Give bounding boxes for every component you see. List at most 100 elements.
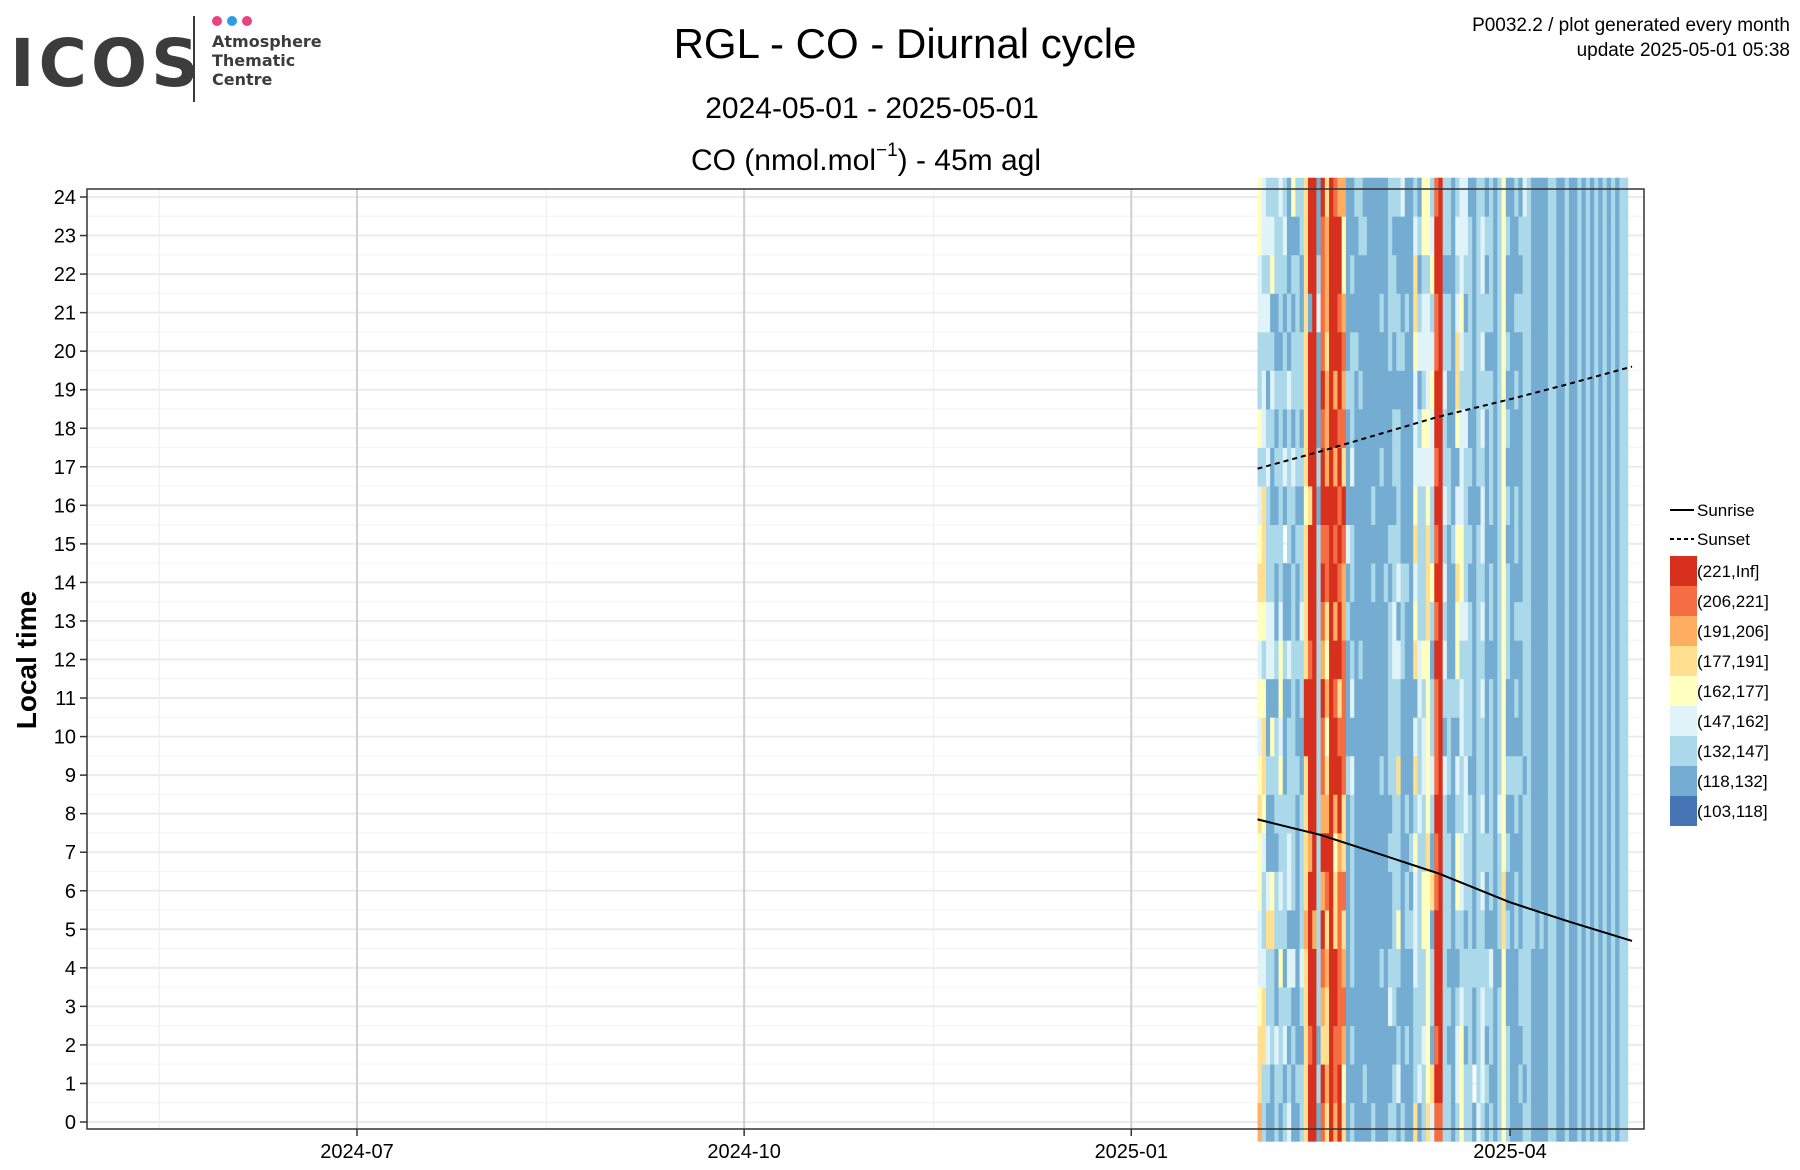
heatmap-cell xyxy=(1400,331,1406,371)
heatmap-cell xyxy=(1602,948,1608,988)
heatmap-cell xyxy=(1510,871,1515,911)
heatmap-cell xyxy=(1282,331,1288,371)
heatmap-cell xyxy=(1329,293,1334,333)
heatmap-cell xyxy=(1409,524,1414,564)
heatmap-cell xyxy=(1598,524,1603,564)
heatmap-cell xyxy=(1358,755,1364,795)
heatmap-cell xyxy=(1434,948,1439,988)
heatmap-cell xyxy=(1573,408,1578,448)
heatmap-cell xyxy=(1438,640,1444,680)
heatmap-cell xyxy=(1581,717,1587,757)
heatmap-cell xyxy=(1379,1025,1385,1065)
heatmap-cell xyxy=(1451,1025,1456,1065)
heatmap-cell xyxy=(1568,640,1574,680)
heatmap-cell xyxy=(1556,1064,1561,1104)
heatmap-cell xyxy=(1539,1064,1545,1104)
heatmap-cell xyxy=(1560,177,1566,217)
heatmap-cell xyxy=(1463,216,1469,256)
heatmap-cell xyxy=(1337,910,1343,949)
heatmap-cell xyxy=(1286,871,1292,911)
heatmap-cell xyxy=(1547,447,1553,487)
heatmap-cell xyxy=(1345,871,1351,911)
heatmap-cell xyxy=(1552,794,1557,834)
heatmap-cell xyxy=(1400,177,1406,217)
heatmap-cell xyxy=(1543,987,1549,1027)
heatmap-cell xyxy=(1320,1025,1326,1065)
heatmap-cell xyxy=(1619,408,1625,448)
heatmap-cell xyxy=(1488,408,1494,448)
heatmap-cell xyxy=(1606,1025,1612,1065)
heatmap-cell xyxy=(1589,370,1595,410)
heatmap-cell xyxy=(1573,177,1578,217)
heatmap-cell xyxy=(1568,601,1574,641)
heatmap-cell xyxy=(1493,254,1498,294)
heatmap-cell xyxy=(1539,293,1545,333)
heatmap-cell xyxy=(1404,216,1410,256)
heatmap-cell xyxy=(1320,293,1326,333)
heatmap-cell xyxy=(1535,293,1540,333)
heatmap-cell xyxy=(1619,678,1625,718)
heatmap-cell xyxy=(1392,987,1397,1027)
heatmap-cell xyxy=(1430,601,1435,641)
heatmap-cell xyxy=(1329,1102,1334,1142)
heatmap-cell xyxy=(1375,832,1380,872)
heatmap-cell xyxy=(1488,987,1494,1027)
heatmap-cell xyxy=(1274,640,1279,680)
heatmap-cell xyxy=(1295,293,1300,333)
heatmap-cell xyxy=(1514,1102,1519,1142)
heatmap-cell xyxy=(1560,601,1566,641)
heatmap-cell xyxy=(1518,987,1524,1027)
heatmap-cell xyxy=(1463,678,1469,718)
heatmap-cell xyxy=(1493,1064,1498,1104)
heatmap-cell xyxy=(1598,717,1603,757)
heatmap-cell xyxy=(1539,177,1545,217)
heatmap-cell xyxy=(1274,216,1279,256)
heatmap-cell xyxy=(1286,948,1292,988)
heatmap-cell xyxy=(1387,601,1393,641)
heatmap-cell xyxy=(1581,640,1587,680)
heatmap-cell xyxy=(1375,216,1380,256)
heatmap-cell xyxy=(1392,293,1397,333)
heatmap-cell xyxy=(1602,216,1608,256)
heatmap-cell xyxy=(1375,408,1380,448)
heatmap-cell xyxy=(1577,717,1582,757)
heatmap-cell xyxy=(1366,408,1372,448)
heatmap-cell xyxy=(1514,563,1519,603)
heatmap-cell xyxy=(1278,216,1284,256)
heatmap-cell xyxy=(1476,1102,1481,1142)
heatmap-cell xyxy=(1598,755,1603,795)
heatmap-cell xyxy=(1615,254,1620,294)
heatmap-cell xyxy=(1467,293,1473,333)
heatmap-cell xyxy=(1337,447,1343,487)
heatmap-cell xyxy=(1535,717,1540,757)
heatmap-cell xyxy=(1320,370,1326,410)
heatmap-cell xyxy=(1261,987,1267,1027)
heatmap-cell xyxy=(1518,331,1524,371)
heatmap-cell xyxy=(1366,331,1372,371)
heatmap-cell xyxy=(1619,910,1625,949)
heatmap-cell xyxy=(1371,563,1376,603)
heatmap-cell xyxy=(1463,331,1469,371)
heatmap-cell xyxy=(1261,910,1267,949)
heatmap-cell xyxy=(1442,794,1448,834)
heatmap-cell xyxy=(1371,293,1376,333)
heatmap-cell xyxy=(1552,1025,1557,1065)
heatmap-cell xyxy=(1270,717,1275,757)
heatmap-cell xyxy=(1417,832,1423,872)
heatmap-cell xyxy=(1510,832,1515,872)
heatmap-cell xyxy=(1341,910,1347,949)
y-tick-label: 12 xyxy=(54,650,76,672)
heatmap-cell xyxy=(1308,254,1313,294)
heatmap-cell xyxy=(1476,216,1481,256)
heatmap-cell xyxy=(1556,910,1561,949)
heatmap-cell xyxy=(1308,177,1313,217)
heatmap-cell xyxy=(1547,910,1553,949)
heatmap-cell xyxy=(1316,331,1322,371)
heatmap-cell xyxy=(1421,755,1427,795)
heatmap-cell xyxy=(1387,1025,1393,1065)
heatmap-cell xyxy=(1270,408,1275,448)
heatmap-cell xyxy=(1282,447,1288,487)
icos-logo: ICOS Atmosphere Thematic Centre xyxy=(10,16,322,102)
heatmap-cell xyxy=(1610,755,1616,795)
heatmap-cell xyxy=(1615,794,1620,834)
